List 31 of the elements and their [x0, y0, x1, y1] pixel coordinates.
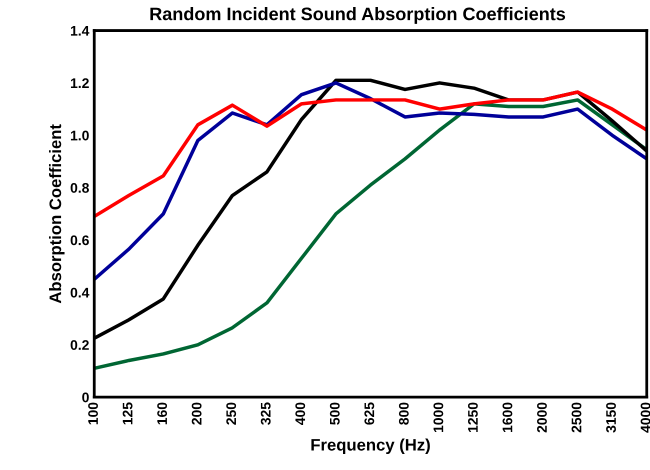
x-tick-label: 200 [192, 402, 202, 425]
y-axis-title: Absorption Coefficient [48, 124, 65, 304]
y-tick-label: 1.4 [70, 26, 90, 36]
x-tick-label: 2000 [537, 402, 547, 432]
x-tick-label: 1250 [468, 402, 478, 432]
x-tick-label: 100 [88, 402, 98, 424]
x-tick-label: 325 [260, 402, 271, 425]
y-tick-label: 1.2 [70, 78, 89, 88]
x-tick-label: 800 [398, 402, 409, 425]
x-tick-label: 625 [364, 402, 374, 425]
x-axis-title: Frequency (Hz) [311, 438, 430, 454]
line-series [94, 98, 647, 370]
line-series [94, 90, 647, 218]
y-tick-label: 0.6 [70, 235, 89, 246]
x-tick-label: 125 [122, 402, 133, 424]
x-tick-label: 500 [330, 402, 340, 425]
y-tick-label: 0.4 [70, 288, 90, 298]
chart-title: Random Incident Sound Absorption Coefficients [150, 7, 566, 24]
x-tick-label: 400 [295, 402, 306, 425]
y-tick-label: 0.2 [70, 340, 89, 350]
line-series [94, 81, 647, 282]
y-tick-label: 0 [82, 392, 89, 402]
y-tick-label: 0.8 [70, 183, 89, 193]
x-tick-label: 250 [226, 402, 236, 425]
x-tick-label: 4000 [640, 402, 650, 433]
x-tick-label: 160 [157, 402, 168, 424]
y-tick-label: 1.0 [70, 130, 89, 140]
x-tick-label: 1600 [502, 402, 512, 432]
x-tick-label: 3150 [606, 402, 616, 433]
x-tick-label: 2500 [572, 402, 582, 432]
x-tick-label: 1000 [433, 402, 444, 432]
